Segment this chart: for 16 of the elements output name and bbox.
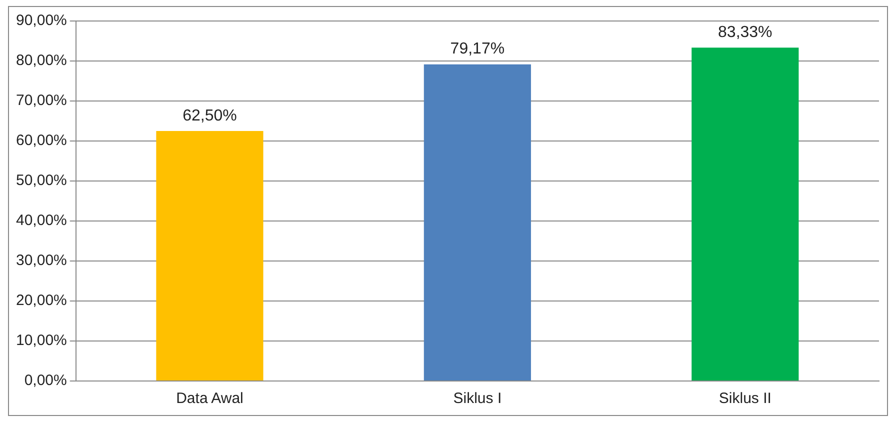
- y-tick-label: 30,00%: [16, 252, 67, 270]
- x-tick-label: Siklus I: [453, 390, 502, 408]
- y-tick-label: 0,00%: [24, 372, 67, 390]
- y-tick-label: 10,00%: [16, 332, 67, 350]
- y-tick-label: 40,00%: [16, 212, 67, 230]
- x-tick-label: Data Awal: [176, 390, 244, 408]
- y-tick-label: 20,00%: [16, 292, 67, 310]
- data-label: 83,33%: [718, 24, 772, 42]
- x-tick-label: Siklus II: [718, 390, 772, 408]
- y-tick-label: 80,00%: [16, 52, 67, 70]
- y-tick-label: 50,00%: [16, 172, 67, 190]
- data-label: 79,17%: [450, 40, 505, 58]
- data-label: 62,50%: [182, 107, 237, 124]
- y-tick-label: 90,00%: [16, 12, 67, 30]
- y-tick-label: 70,00%: [16, 92, 67, 110]
- y-tick-label: 60,00%: [16, 132, 67, 150]
